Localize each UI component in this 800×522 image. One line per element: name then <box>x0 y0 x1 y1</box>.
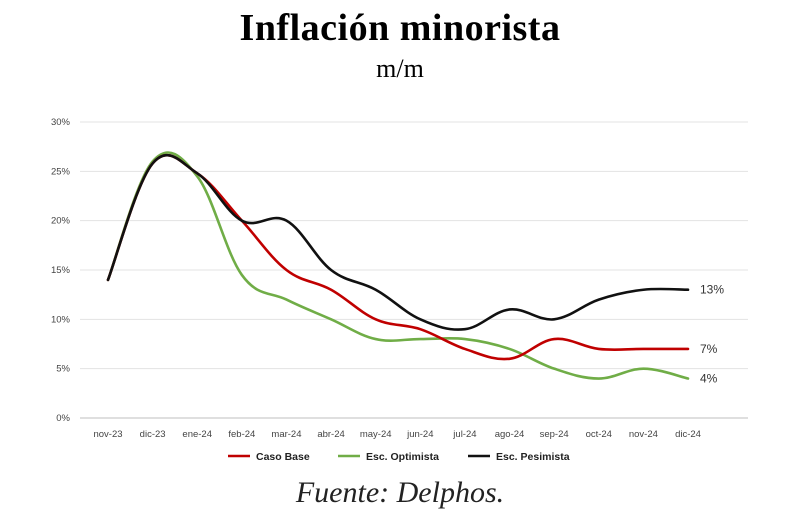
end-label-caso-base: 7% <box>700 342 718 356</box>
x-tick-label: abr-24 <box>317 429 344 440</box>
line-chart: 0% 5% 10% 15% 20% 25% 30% nov-23 dic-23 ene-24 fe… <box>51 117 748 463</box>
legend-label-esc-pesimista: Esc. Pesimista <box>496 451 570 463</box>
y-axis: 0% 5% 10% 15% 20% 25% 30% <box>51 117 71 424</box>
source-note: Fuente: Delphos. <box>295 476 505 509</box>
x-axis: nov-23 dic-23 ene-24 feb-24 mar-24 abr-24 may-… <box>93 429 700 440</box>
y-tick-label: 0% <box>56 413 70 424</box>
x-tick-label: ene-24 <box>182 429 212 440</box>
y-tick-label: 20% <box>51 216 71 227</box>
series-line-caso-base <box>106 153 690 361</box>
legend-label-caso-base: Caso Base <box>256 451 310 463</box>
legend-label-esc-optimista: Esc. Optimista <box>366 451 439 463</box>
x-tick-label: may-24 <box>360 429 392 440</box>
end-label-esc-pesimista: 13% <box>700 283 724 297</box>
chart-title: Inflación minorista <box>239 7 561 49</box>
y-tick-label: 15% <box>51 265 71 276</box>
x-tick-label: jul-24 <box>452 429 476 440</box>
series-line-esc-optimista <box>106 151 690 380</box>
x-tick-label: nov-24 <box>629 429 658 440</box>
end-labels: 4% 7% 13% <box>700 283 724 386</box>
y-tick-label: 10% <box>51 314 71 325</box>
x-tick-label: dic-23 <box>140 429 166 440</box>
x-tick-label: feb-24 <box>228 429 255 440</box>
chart-subtitle: m/m <box>376 54 424 83</box>
end-label-esc-optimista: 4% <box>700 372 718 386</box>
x-tick-label: dic-24 <box>675 429 701 440</box>
series-lines <box>106 151 690 380</box>
gridlines <box>80 121 748 419</box>
x-tick-label: nov-23 <box>93 429 122 440</box>
x-tick-label: sep-24 <box>540 429 569 440</box>
series-line-esc-pesimista <box>106 153 690 331</box>
x-tick-label: mar-24 <box>271 429 301 440</box>
legend: Caso Base Esc. Optimista Esc. Pesimista <box>228 451 570 463</box>
x-tick-label: ago-24 <box>495 429 525 440</box>
y-tick-label: 5% <box>56 364 70 375</box>
x-tick-label: jun-24 <box>406 429 433 440</box>
x-tick-label: oct-24 <box>586 429 612 440</box>
y-tick-label: 30% <box>51 117 71 128</box>
y-tick-label: 25% <box>51 166 71 177</box>
